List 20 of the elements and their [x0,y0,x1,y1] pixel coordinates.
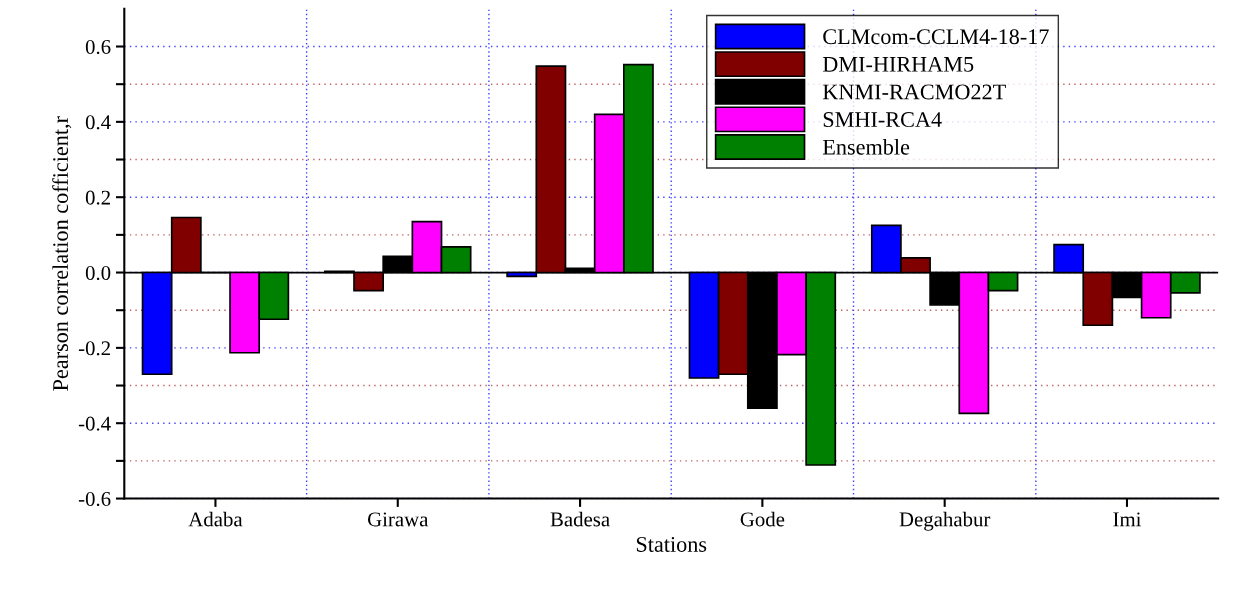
y-tick-label: -0.4 [78,416,111,431]
y-tick-label: 0.6 [85,39,111,55]
x-tick-label: Degahabur [899,511,991,531]
x-tick-label: Girawa [367,512,429,527]
x-axis-title: Stations [636,536,707,552]
x-tick-label: Adaba [188,511,243,527]
legend-label: Ensemble [822,139,910,155]
y-tick-label: 0.4 [85,115,111,130]
x-tick-label: Gode [740,511,785,527]
y-tick-label: -0.2 [78,341,110,356]
legend-label: CLMcom-CCLM4-18-17 [823,29,1049,45]
y-tick-label: -0.6 [78,491,111,507]
x-tick-label: Badesa [550,511,610,527]
y-axis-title: Pearson correlation cofficient,r [52,116,72,391]
legend-label: KNMI-RACMO22T [822,84,1006,100]
x-tick-label: Imi [1113,512,1142,527]
y-tick-label: 0.2 [85,190,110,205]
legend-label: DMI-HIRHAM5 [822,56,974,72]
legend-label: SMHI-RCA4 [823,112,942,128]
y-tick-label: 0.0 [85,265,111,281]
